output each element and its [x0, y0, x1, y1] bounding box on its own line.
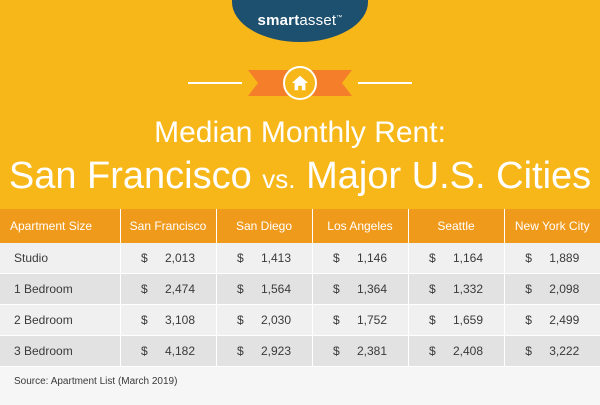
rent-cell: $1,564 [215, 273, 312, 305]
rent-cell: $2,499 [503, 304, 600, 336]
currency-symbol: $ [525, 313, 532, 327]
column-header-city: San Francisco [119, 209, 216, 243]
title-line-2: San Francisco vs. Major U.S. Cities [0, 154, 600, 201]
rent-value: 3,108 [164, 313, 195, 327]
currency-symbol: $ [333, 313, 340, 327]
rent-value: 1,659 [452, 313, 483, 327]
column-header-city: New York City [503, 209, 600, 243]
title-vs: vs. [262, 164, 296, 194]
currency-symbol: $ [141, 251, 148, 265]
currency-symbol: $ [141, 282, 148, 296]
currency-symbol: $ [333, 344, 340, 358]
rent-cell: $2,923 [215, 335, 312, 367]
currency-symbol: $ [141, 344, 148, 358]
rent-value: 2,499 [549, 313, 580, 327]
home-badge [283, 66, 317, 100]
row-label: 1 Bedroom [0, 273, 120, 305]
rent-value: 2,923 [260, 344, 291, 358]
rent-cell: $2,474 [119, 273, 216, 305]
currency-symbol: $ [141, 313, 148, 327]
table-body: Studio $2,013 $1,413 $1,146 $1,164 $1,889 1 Be… [0, 243, 600, 367]
rent-value: 1,164 [452, 251, 483, 265]
source-note: Source: Apartment List (March 2019) [14, 376, 178, 387]
currency-symbol: $ [333, 251, 340, 265]
divider-left [188, 82, 242, 84]
rent-cell: $2,098 [503, 273, 600, 305]
header-banner: smartasset™ Median Monthly Rent: San Fra… [0, 0, 600, 209]
currency-symbol: $ [525, 344, 532, 358]
rent-value: 1,889 [549, 251, 580, 265]
table-row: 1 Bedroom $2,474 $1,564 $1,364 $1,332 $2,098 [0, 273, 600, 305]
currency-symbol: $ [237, 282, 244, 296]
column-header-city: Seattle [407, 209, 504, 243]
rent-value: 1,146 [356, 251, 387, 265]
currency-symbol: $ [429, 344, 436, 358]
rent-cell: $2,030 [215, 304, 312, 336]
rent-value: 2,474 [164, 282, 195, 296]
logo-tab: smartasset™ [232, 0, 368, 42]
column-header-city: San Diego [215, 209, 312, 243]
rent-value: 2,408 [452, 344, 483, 358]
rent-value: 1,364 [356, 282, 387, 296]
rent-cell: $1,889 [503, 243, 600, 274]
rent-cell: $1,364 [311, 273, 408, 305]
home-icon [291, 75, 309, 91]
rent-value: 2,013 [164, 251, 195, 265]
rent-table: Apartment Size San Francisco San Diego Los … [0, 209, 600, 367]
brand-name-light: asset [299, 11, 337, 29]
table-header-row: Apartment Size San Francisco San Diego Los … [0, 209, 600, 243]
currency-symbol: $ [237, 251, 244, 265]
currency-symbol: $ [525, 282, 532, 296]
rent-cell: $1,413 [215, 243, 312, 274]
rent-value: 1,752 [356, 313, 387, 327]
currency-symbol: $ [429, 251, 436, 265]
rent-value: 2,030 [260, 313, 291, 327]
ribbon-icon [248, 70, 352, 96]
rent-cell: $1,752 [311, 304, 408, 336]
title-city: San Francisco [8, 155, 263, 197]
currency-symbol: $ [525, 251, 532, 265]
rent-cell: $2,013 [119, 243, 216, 274]
title-comparison: Major U.S. Cities [295, 155, 592, 197]
rent-value: 1,564 [260, 282, 291, 296]
rent-value: 4,182 [164, 344, 195, 358]
currency-symbol: $ [237, 344, 244, 358]
rent-cell: $4,182 [119, 335, 216, 367]
rent-value: 1,413 [260, 251, 291, 265]
table-row: 2 Bedroom $3,108 $2,030 $1,752 $1,659 $2,499 [0, 304, 600, 336]
rent-cell: $3,222 [503, 335, 600, 367]
rent-cell: $3,108 [119, 304, 216, 336]
currency-symbol: $ [333, 282, 340, 296]
row-label: Studio [0, 243, 120, 274]
currency-symbol: $ [429, 282, 436, 296]
table-row: 3 Bedroom $4,182 $2,923 $2,381 $2,408 $3,222 [0, 335, 600, 367]
rent-value: 2,098 [549, 282, 580, 296]
rent-cell: $2,381 [311, 335, 408, 367]
brand-name-bold: smart [257, 11, 300, 29]
currency-symbol: $ [429, 313, 436, 327]
column-header-city: Los Angeles [311, 209, 408, 243]
rent-value: 2,381 [356, 344, 387, 358]
currency-symbol: $ [237, 313, 244, 327]
rent-cell: $1,146 [311, 243, 408, 274]
rent-cell: $1,659 [407, 304, 504, 336]
brand-logo: smartasset™ [258, 12, 343, 29]
table-row: Studio $2,013 $1,413 $1,146 $1,164 $1,889 [0, 243, 600, 274]
brand-trademark: ™ [336, 14, 343, 21]
title-line-1: Median Monthly Rent: [154, 116, 446, 149]
rent-cell: $1,164 [407, 243, 504, 274]
column-header-size: Apartment Size [0, 209, 120, 243]
rent-value: 1,332 [452, 282, 483, 296]
row-label: 3 Bedroom [0, 335, 120, 367]
rent-value: 3,222 [549, 344, 580, 358]
row-label: 2 Bedroom [0, 304, 120, 336]
rent-cell: $1,332 [407, 273, 504, 305]
divider-right [358, 82, 412, 84]
rent-cell: $2,408 [407, 335, 504, 367]
